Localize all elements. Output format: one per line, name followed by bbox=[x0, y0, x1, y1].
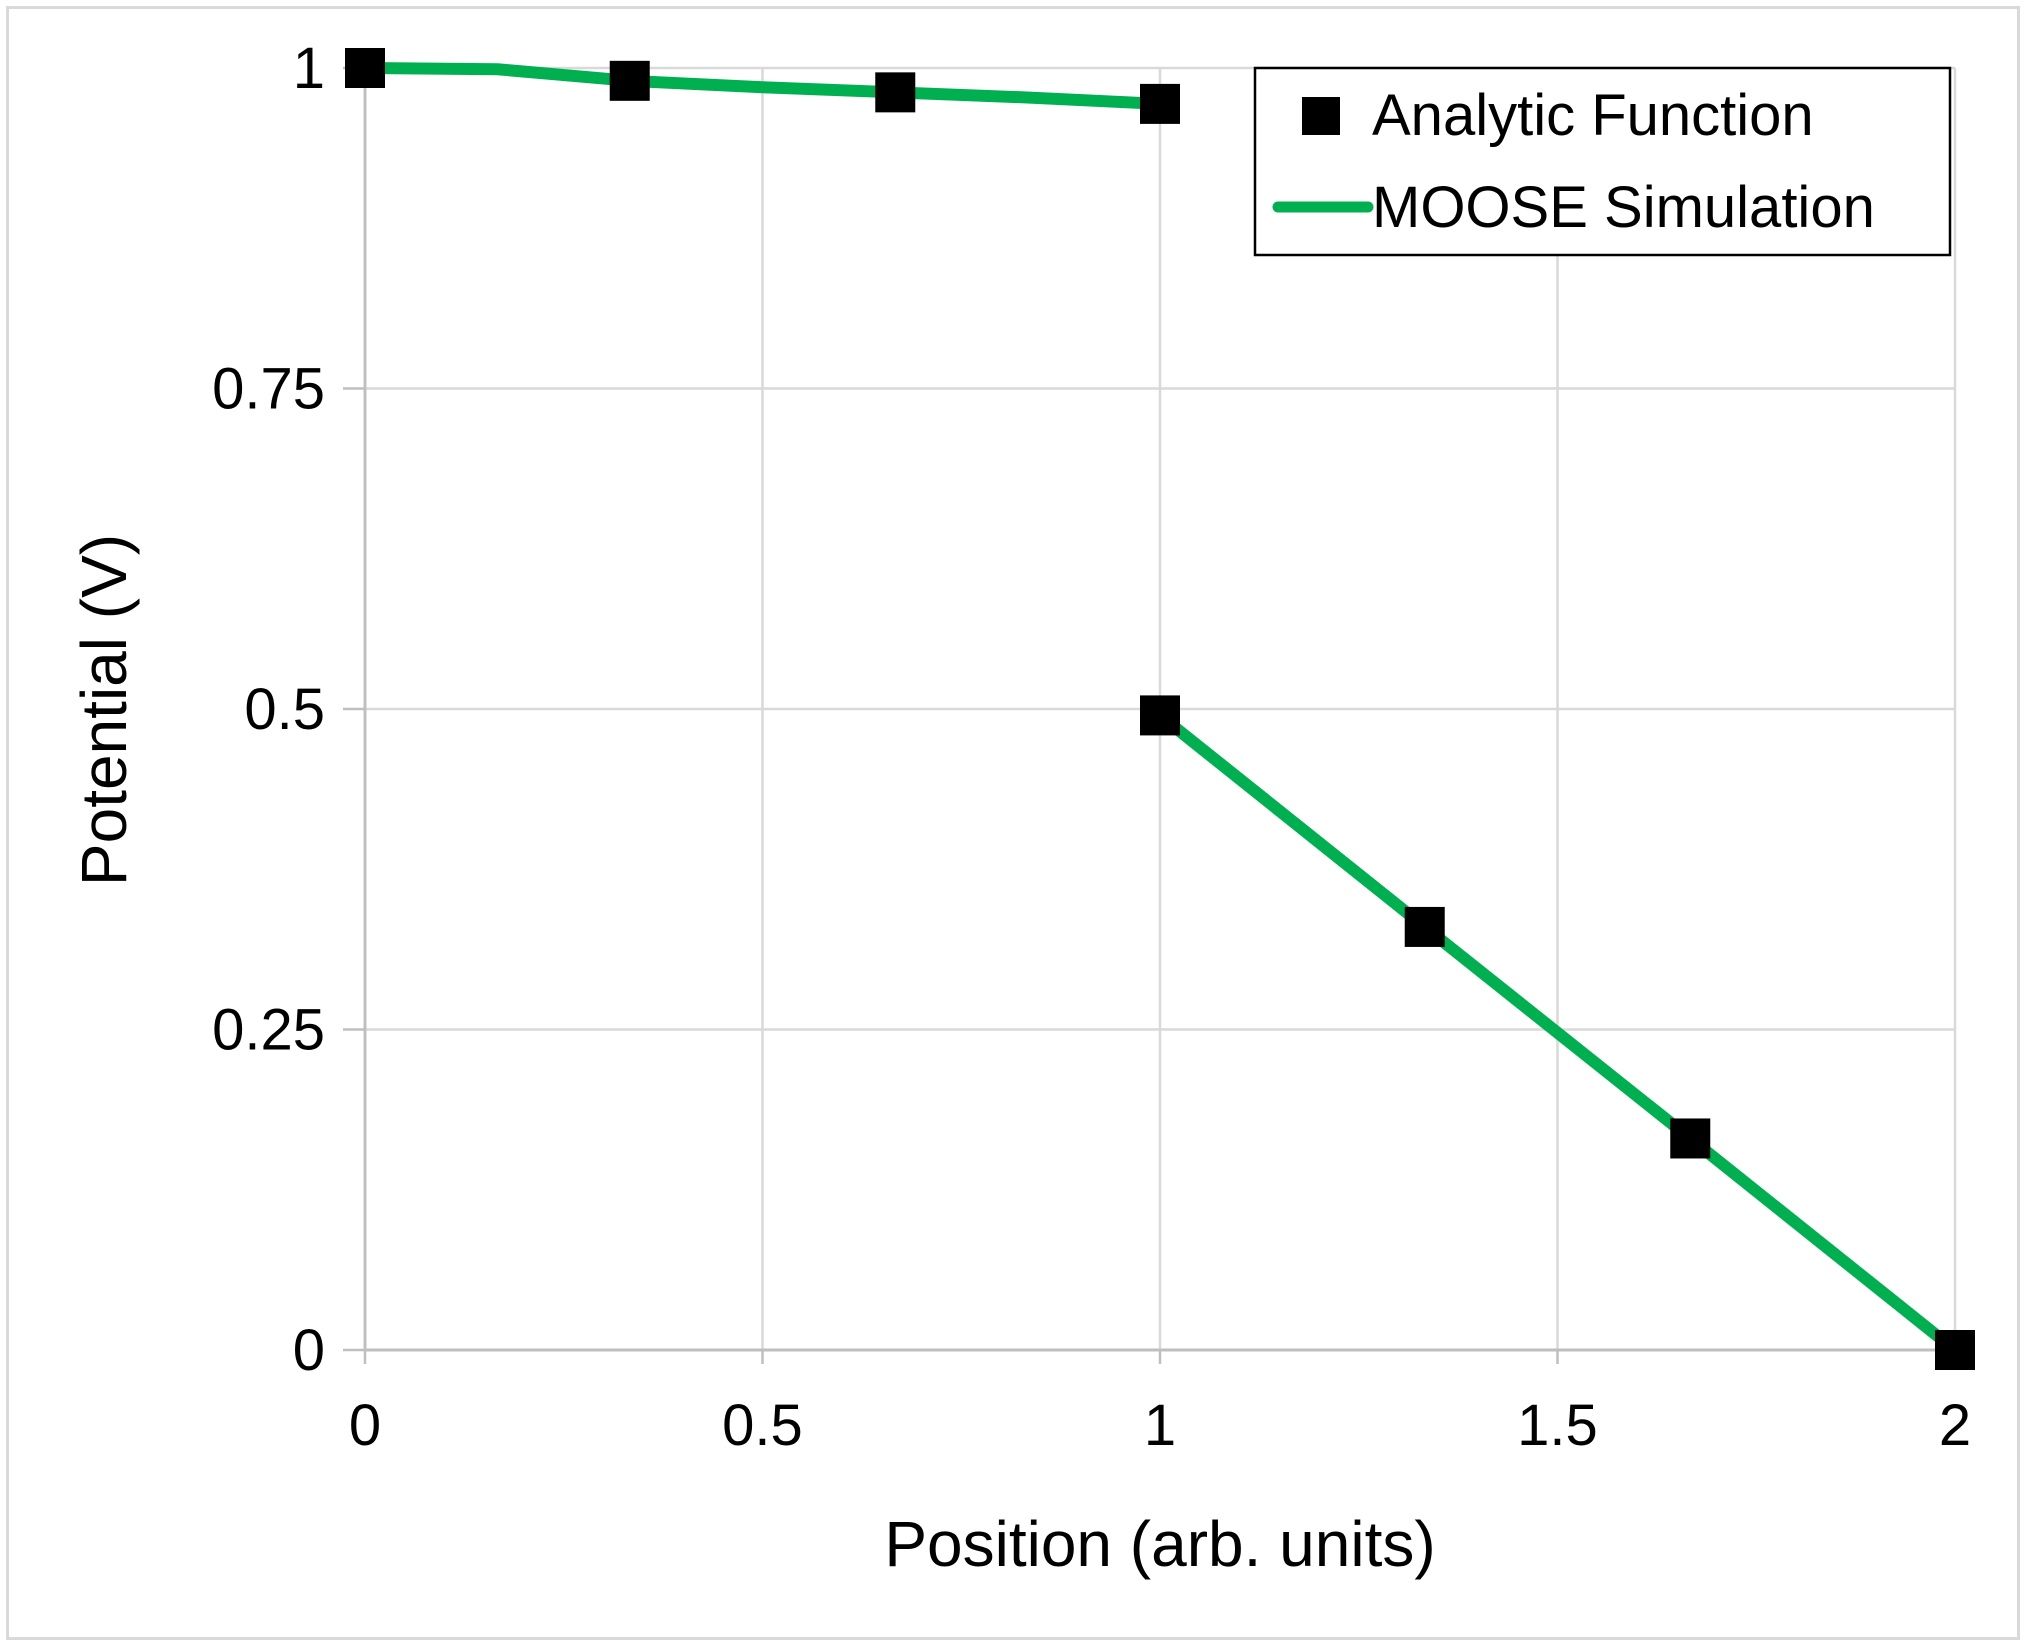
y-axis-title: Potential (V) bbox=[68, 534, 140, 886]
legend-label-moose: MOOSE Simulation bbox=[1372, 175, 1875, 240]
legend-marker-analytic bbox=[1302, 97, 1340, 135]
y-tick-label: 0.75 bbox=[212, 357, 325, 422]
legend: Analytic Function MOOSE Simulation bbox=[1253, 66, 1952, 257]
x-axis-title: Position (arb. units) bbox=[884, 1508, 1435, 1580]
analytic-function-point bbox=[1140, 83, 1180, 124]
y-tick-label: 1 bbox=[293, 36, 325, 101]
x-tick-label: 1.5 bbox=[1517, 1393, 1598, 1458]
series-markers bbox=[345, 48, 1975, 1370]
chart-frame bbox=[6, 6, 2020, 1640]
analytic-function-point bbox=[1670, 1118, 1711, 1159]
x-tick-label: 0 bbox=[349, 1393, 381, 1458]
analytic-function-point bbox=[1140, 695, 1180, 736]
analytic-function-point bbox=[345, 48, 385, 88]
series-lines bbox=[359, 62, 1961, 1356]
analytic-function-point bbox=[875, 72, 916, 113]
y-tick-label: 0.5 bbox=[244, 677, 325, 742]
tick-labels: 0 0.5 1 1.5 2 0 0.25 0.5 0.75 1 bbox=[212, 36, 1971, 1458]
y-tick-label: 0 bbox=[293, 1318, 325, 1383]
moose-simulation-line bbox=[359, 62, 1166, 110]
x-tick-label: 1 bbox=[1144, 1393, 1176, 1458]
legend-label-analytic: Analytic Function bbox=[1372, 83, 1814, 148]
analytic-function-point bbox=[1404, 906, 1445, 947]
x-tick-label: 0.5 bbox=[722, 1393, 803, 1458]
analytic-function-point bbox=[609, 60, 650, 101]
analytic-function-point bbox=[1935, 1330, 1975, 1370]
legend-box bbox=[1253, 66, 1952, 257]
moose-simulation-line bbox=[1154, 709, 1961, 1356]
x-tick-label: 2 bbox=[1939, 1393, 1971, 1458]
axes bbox=[343, 66, 1957, 1364]
y-tick-label: 0.25 bbox=[212, 998, 325, 1063]
